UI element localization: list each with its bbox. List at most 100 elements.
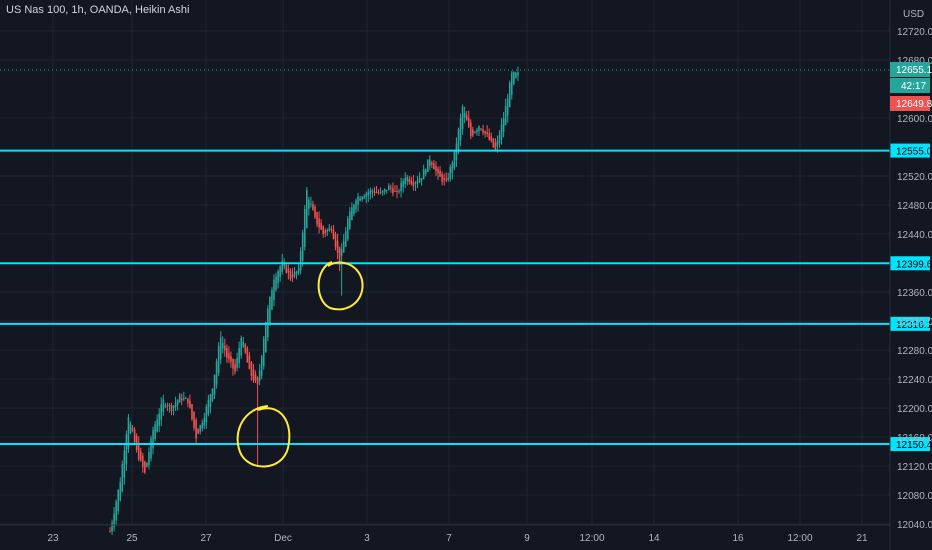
level-badge-label: 12399.6	[896, 259, 932, 270]
candle-body	[154, 424, 156, 440]
price-tick-label: 12720.0	[897, 27, 932, 38]
candle-body	[494, 142, 497, 150]
candle-body	[271, 289, 273, 310]
candle-body	[285, 265, 288, 273]
candle-body	[133, 429, 136, 443]
candle-body	[435, 166, 437, 172]
bid-price-value: 12649.8	[896, 99, 932, 110]
candle-body	[357, 196, 359, 205]
candle-body	[193, 411, 195, 429]
time-tick-label: 23	[47, 533, 59, 544]
candle-body	[392, 188, 394, 194]
candle-body	[289, 270, 292, 279]
candle-body	[295, 271, 298, 275]
candle-body	[109, 531, 111, 533]
candle-body	[207, 399, 210, 415]
candle-body	[228, 352, 230, 360]
candle-body	[277, 271, 279, 284]
candle-body	[353, 204, 355, 214]
candle-body	[224, 345, 226, 351]
candle-body	[361, 197, 363, 200]
level-badge	[890, 256, 930, 271]
horizontal-levels[interactable]: 12555.0 12399.6 12316.1 12150.4	[0, 143, 932, 452]
candle-body	[492, 138, 495, 148]
candle-body	[457, 129, 460, 152]
candle-body	[283, 264, 286, 267]
candle-body	[324, 230, 327, 234]
candle-body	[209, 394, 212, 407]
candle-body	[234, 363, 236, 372]
candle-body	[455, 143, 458, 160]
price-tick-label: 12160.0	[897, 433, 932, 444]
candle-body	[328, 227, 331, 231]
candle-body	[129, 423, 132, 434]
level-badge-label: 12150.4	[896, 440, 932, 451]
candle-body	[117, 489, 119, 511]
time-axis[interactable]: 23 25 27 Dec 3 7 9 12:00 14 16 12:00 21	[0, 524, 890, 544]
candle-body	[176, 400, 179, 405]
candle-body	[260, 356, 263, 376]
candle-body	[461, 106, 464, 130]
candle-body	[498, 135, 501, 144]
candle-body	[515, 72, 517, 78]
time-tick-label: 21	[856, 533, 868, 544]
candle-body	[252, 369, 255, 381]
candle-body	[453, 151, 456, 168]
candle-body	[511, 72, 513, 95]
time-tick-label: 7	[446, 533, 452, 544]
candle-body	[459, 117, 462, 141]
candle-body	[221, 342, 224, 349]
candle-body	[355, 200, 357, 210]
candle-body	[217, 345, 220, 373]
candle-body	[168, 404, 171, 406]
candle-body	[482, 129, 484, 133]
candle-body	[476, 129, 478, 133]
candle-body	[449, 166, 452, 179]
candle-body	[262, 338, 265, 366]
candle-body	[463, 112, 466, 118]
candle-body	[115, 501, 117, 521]
candle-body	[306, 189, 308, 228]
candle-body	[254, 374, 257, 381]
candle-body	[244, 344, 247, 353]
candle-body	[146, 462, 148, 467]
candle-body	[236, 358, 238, 368]
bid-price-badge: 12649.8	[890, 96, 932, 111]
candle-body	[443, 177, 445, 180]
candle-body	[398, 191, 400, 193]
time-tick-label: 27	[200, 533, 212, 544]
price-tick-label: 12320.0	[897, 317, 932, 328]
candle-body	[240, 338, 242, 356]
candle-body	[365, 193, 368, 198]
candle-body	[404, 177, 406, 184]
candle-body	[142, 455, 144, 468]
candle-body	[166, 405, 169, 407]
candle-body	[367, 192, 370, 196]
candle-body	[215, 361, 218, 385]
candle-body	[320, 222, 322, 230]
candle-body	[121, 463, 124, 492]
candle-body	[429, 159, 431, 166]
candle-body	[303, 208, 306, 247]
candle-body	[439, 171, 441, 177]
candle-body	[388, 185, 390, 191]
countdown-badge: 42:17	[890, 78, 930, 93]
candle-body	[445, 178, 447, 181]
candle-body	[408, 179, 411, 182]
candle-body	[422, 169, 425, 180]
time-tick-label: 25	[126, 533, 138, 544]
candle-body	[265, 322, 267, 353]
candle-body	[513, 71, 515, 84]
candle-body	[203, 418, 206, 426]
candle-body	[197, 429, 199, 434]
price-axis[interactable]: 12720.0 12680.0 12600.0 12520.0 12480.0 12440…	[889, 0, 932, 550]
candle-body	[273, 279, 275, 300]
candle-body	[359, 198, 361, 201]
candle-body	[414, 182, 417, 185]
candle-body	[219, 337, 222, 360]
candle-body	[162, 399, 165, 412]
chart-title: US Nas 100, 1h, OANDA, Heikin Ashi	[6, 4, 190, 16]
candle-body	[336, 240, 339, 253]
